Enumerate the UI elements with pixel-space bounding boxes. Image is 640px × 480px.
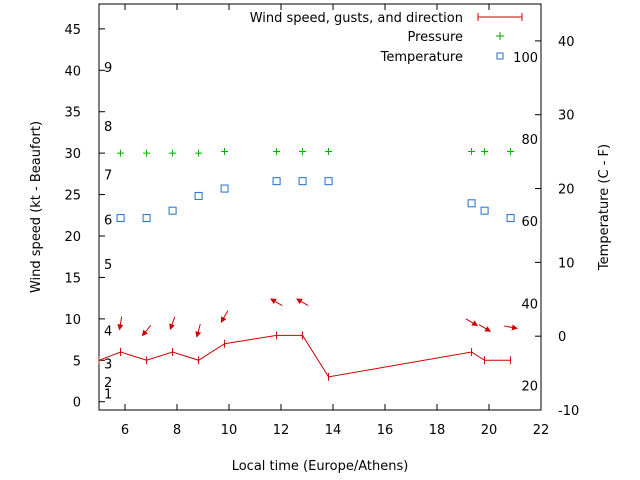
temperature-point <box>168 206 177 215</box>
y-tick-label: 30 <box>64 147 81 162</box>
y-tick-label: 45 <box>64 23 81 38</box>
wind-direction-arrow <box>504 324 518 331</box>
y-tick-label: 35 <box>64 106 81 121</box>
y-axis-right: -10 0 10 20 30 40 <box>535 35 579 419</box>
pressure-point <box>325 147 333 155</box>
fahrenheit-label: 100 <box>513 51 538 66</box>
y-axis-left: 0 5 10 15 20 25 30 35 40 45 <box>64 23 105 411</box>
fahrenheit-label: 60 <box>521 215 538 230</box>
x-tick-label: 12 <box>273 423 290 438</box>
y2-tick-label: 10 <box>558 256 575 271</box>
beaufort-label: 6 <box>104 213 112 228</box>
fahrenheit-label: 20 <box>521 380 538 395</box>
x-tick-label: 18 <box>429 423 446 438</box>
wind-direction-arrow <box>465 318 479 326</box>
x-tick-label: 16 <box>377 423 394 438</box>
temperature-point <box>142 214 151 223</box>
temperature-point <box>194 191 203 200</box>
pressure-point <box>143 149 151 157</box>
temperature-point <box>116 214 125 223</box>
x-tick-label: 14 <box>325 423 342 438</box>
fahrenheit-label: 80 <box>521 133 538 148</box>
legend: Wind speed, gusts, and direction Pressur… <box>250 11 523 65</box>
beaufort-label: 3 <box>104 358 112 373</box>
beaufort-label: 8 <box>104 120 112 135</box>
y2-tick-label: 0 <box>558 330 566 345</box>
pressure-point <box>117 149 125 157</box>
fahrenheit-scale: 20 40 60 80 100 <box>513 51 538 394</box>
temperature-point <box>272 177 281 186</box>
beaufort-label: 7 <box>104 169 112 184</box>
y-tick-label: 15 <box>64 271 81 286</box>
pressure-point <box>273 147 281 155</box>
x-axis: 6 8 10 12 14 16 18 20 22 <box>121 4 549 438</box>
wind-direction-arrow <box>296 298 309 306</box>
pressure-point <box>221 147 229 155</box>
y-tick-label: 0 <box>73 396 81 411</box>
x-tick-label: 8 <box>173 423 181 438</box>
pressure-point <box>507 147 515 155</box>
x-tick-label: 20 <box>481 423 498 438</box>
legend-swatch-pressure <box>496 32 504 40</box>
y-axis-label: Wind speed (kt - Beaufort) <box>29 121 44 293</box>
temperature-point <box>220 184 229 193</box>
y-tick-label: 20 <box>64 230 81 245</box>
legend-label-wind: Wind speed, gusts, and direction <box>250 11 463 26</box>
wind-direction-arrow <box>270 298 283 306</box>
y-tick-label: 5 <box>73 354 81 369</box>
x-axis-label: Local time (Europe/Athens) <box>232 459 409 474</box>
beaufort-label: 9 <box>104 61 112 76</box>
beaufort-label: 1 <box>104 387 112 402</box>
legend-swatch-temperature <box>496 52 504 60</box>
y2-tick-label: -10 <box>558 404 579 419</box>
series-layer <box>98 147 515 381</box>
beaufort-label: 2 <box>104 376 112 391</box>
wind-direction-arrows <box>117 298 518 338</box>
y2-axis-label: Temperature (C - F) <box>597 144 612 271</box>
pressure-point <box>195 149 203 157</box>
pressure-point <box>299 147 307 155</box>
wind-speed-line <box>98 334 511 378</box>
y2-tick-label: 30 <box>558 109 575 124</box>
temperature-point <box>467 199 476 208</box>
legend-label-pressure: Pressure <box>407 30 463 45</box>
temperature-point <box>298 177 307 186</box>
temperature-point <box>480 206 489 215</box>
pressure-point <box>468 147 476 155</box>
x-tick-label: 10 <box>221 423 238 438</box>
legend-label-temperature: Temperature <box>380 50 463 65</box>
beaufort-label: 4 <box>104 324 112 339</box>
x-tick-label: 22 <box>533 423 550 438</box>
wind-direction-arrow <box>117 316 124 331</box>
temperature-point <box>506 214 515 223</box>
beaufort-scale: 12 3 4 5 6 7 8 9 <box>104 61 112 402</box>
fahrenheit-label: 40 <box>521 298 538 313</box>
y-tick-label: 10 <box>64 313 81 328</box>
wind-direction-arrow <box>169 316 176 331</box>
x-tick-label: 6 <box>121 423 129 438</box>
wind-direction-arrow <box>141 325 152 337</box>
pressure-point <box>481 147 489 155</box>
y2-tick-label: 20 <box>558 183 575 198</box>
wind-direction-arrow <box>195 324 202 338</box>
y-tick-label: 25 <box>64 189 81 204</box>
temperature-point <box>324 177 333 186</box>
wind-direction-arrow <box>478 324 492 332</box>
wind-direction-arrow <box>220 310 229 323</box>
plot-frame <box>98 3 542 411</box>
beaufort-label: 5 <box>104 258 112 273</box>
y2-tick-label: 40 <box>558 35 575 50</box>
pressure-point <box>169 149 177 157</box>
y-tick-label: 40 <box>64 64 81 79</box>
